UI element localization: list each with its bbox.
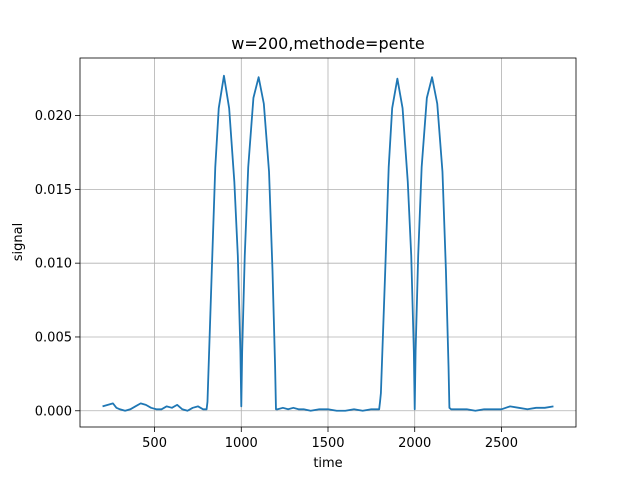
x-tick-label: 500 [142, 436, 167, 451]
x-axis-label: time [313, 456, 342, 471]
x-tick-label: 1500 [311, 436, 344, 451]
y-tick-label: 0.000 [35, 404, 72, 419]
y-tick-label: 0.010 [35, 257, 72, 272]
y-tick-label: 0.005 [35, 330, 72, 345]
series-layer [102, 74, 554, 412]
chart-title: w=200,methode=pente [231, 34, 424, 53]
axis-ticks: 500 1000 1500 2000 2500 0.000 0.005 0.010 0.015 0… [35, 109, 518, 451]
signal-series-line [102, 74, 554, 412]
y-tick-label: 0.020 [35, 109, 72, 124]
x-tick-label: 2000 [398, 436, 431, 451]
grid-lines [80, 58, 576, 427]
y-axis-label: signal [11, 223, 26, 261]
x-tick-label: 2500 [485, 436, 518, 451]
y-tick-label: 0.015 [35, 183, 72, 198]
x-tick-label: 1000 [225, 436, 258, 451]
